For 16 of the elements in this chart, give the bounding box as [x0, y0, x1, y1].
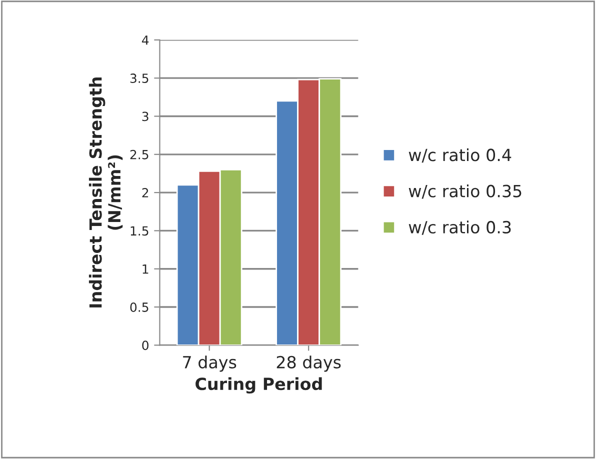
x-tick-label: 7 days: [183, 356, 236, 372]
y-tick-label: 3.5: [130, 74, 148, 84]
y-tick-label: 1: [142, 264, 148, 274]
y-tick-label: 3: [142, 112, 148, 122]
y-tick-label: 2: [142, 188, 148, 198]
y-tick-label: 0.5: [130, 302, 148, 312]
y-axis-title: Indirect Tensile Strength (N/mm²): [88, 77, 123, 308]
y-tick-label: 0: [142, 340, 148, 350]
legend-label: w/c ratio 0.3: [408, 220, 511, 235]
x-tick-label: 28 days: [276, 356, 341, 372]
y-tick-label: 2.5: [130, 150, 148, 160]
x-axis-title: Curing Period: [196, 377, 322, 394]
legend-label: w/c ratio 0.35: [408, 184, 522, 199]
legend-label: w/c ratio 0.4: [408, 148, 512, 163]
y-tick-label: 4: [142, 36, 149, 45]
y-tick-label: 1.5: [130, 226, 148, 236]
